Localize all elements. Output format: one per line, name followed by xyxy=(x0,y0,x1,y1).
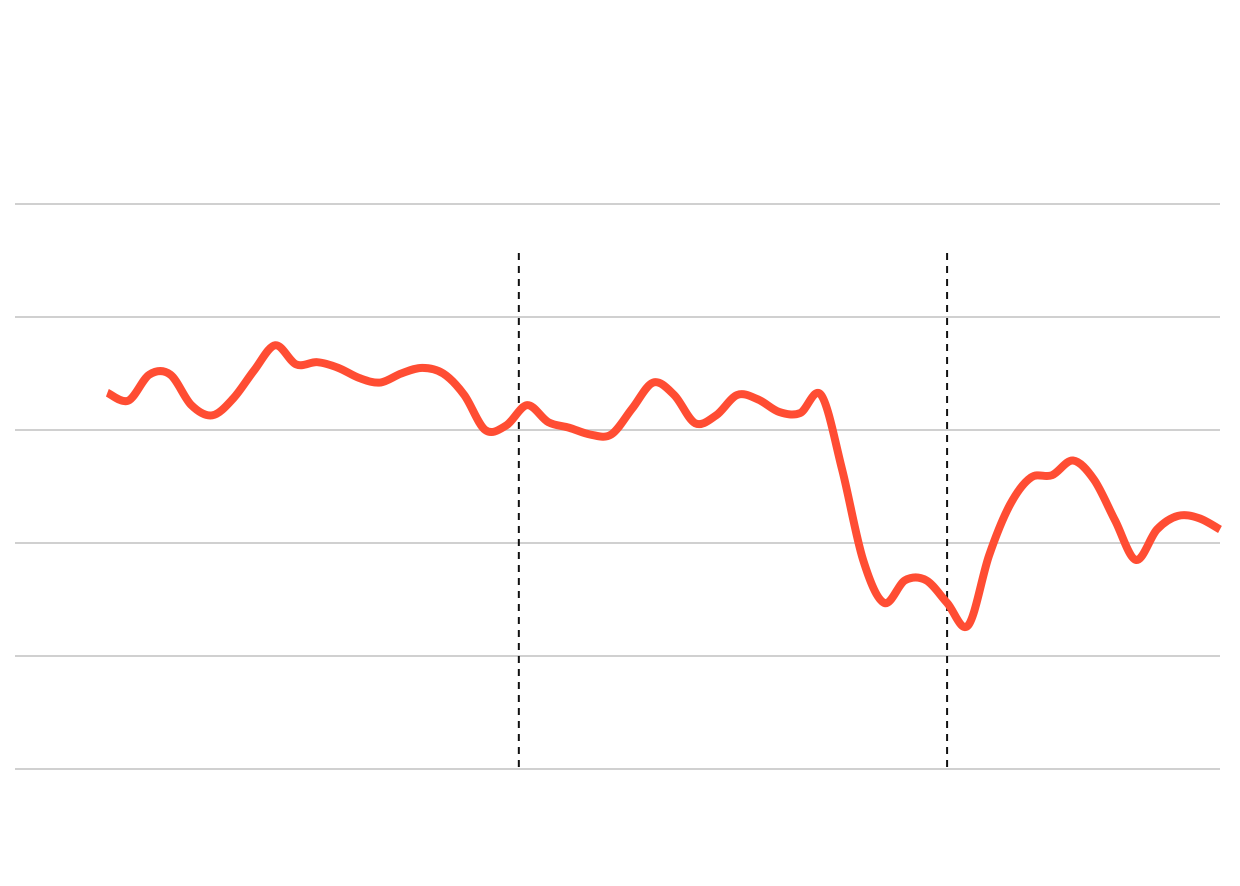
line xyxy=(105,341,1222,632)
